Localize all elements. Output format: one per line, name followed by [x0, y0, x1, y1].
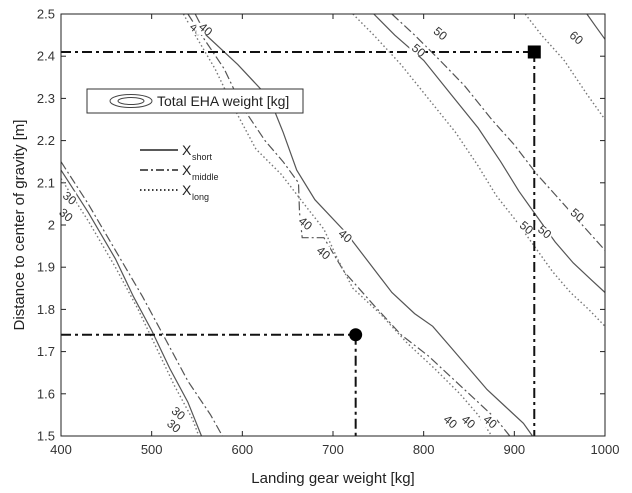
x-axis-label: Landing gear weight [kg] [251, 470, 414, 487]
y-tick-label: 2 [48, 218, 55, 233]
y-tick-label: 2.1 [37, 175, 55, 190]
y-tick-label: 2.4 [37, 49, 55, 64]
y-tick-label: 1.8 [37, 302, 55, 317]
legend-middle-label: X [182, 162, 192, 178]
contour-legend-box [86, 88, 304, 114]
y-tick-label: 2.2 [37, 133, 55, 148]
y-axis-ticks: 1.5 1.6 1.7 1.8 1.9 2 2.1 2.2 2.3 2.4 2.5 [37, 7, 605, 444]
y-tick-label: 1.7 [37, 344, 55, 359]
y-tick-label: 1.6 [37, 386, 55, 401]
contour-line-dotted-60 [524, 13, 606, 120]
reference-marker-square [527, 45, 541, 59]
contour-ellipse-icon [109, 94, 153, 108]
contour-label-background [567, 31, 584, 44]
x-tick-label: 800 [413, 442, 435, 457]
y-tick-label: 2.5 [37, 7, 55, 22]
contour-legend-label: Total EHA weight [kg] [157, 93, 289, 109]
legend-long-label: X [182, 182, 192, 198]
y-tick-label: 2.3 [37, 91, 55, 106]
legend-middle-subscript: middle [192, 172, 219, 182]
contour-label-background [60, 191, 77, 204]
legend-long-subscript: long [192, 192, 209, 202]
legend-short-subscript: short [192, 152, 213, 162]
contour-line-solid-30 [60, 169, 203, 437]
contour-line-solid-50 [373, 13, 606, 293]
x-tick-label: 600 [231, 442, 253, 457]
y-tick-label: 1.9 [37, 260, 55, 275]
x-tick-label: 500 [141, 442, 163, 457]
contour-ellipse-icon [117, 97, 145, 105]
contour-line-solid [586, 13, 606, 40]
reference-markers [61, 45, 541, 436]
x-tick-label: 1000 [591, 442, 620, 457]
y-axis-label: Distance to center of gravity [m] [11, 120, 28, 331]
contour-label-background [314, 246, 331, 259]
contour-legend: Total EHA weight [kg] [86, 88, 304, 114]
contour-label-background [164, 419, 181, 432]
contour-label-background [409, 43, 426, 56]
plot-frame [60, 13, 606, 437]
contour-label-background [535, 225, 552, 238]
x-tick-label: 900 [503, 442, 525, 457]
x-tick-label: 700 [322, 442, 344, 457]
contour-line-dashdot-40 [187, 13, 511, 437]
contour-label-background [567, 208, 584, 221]
contour-label-background [169, 406, 186, 419]
contour-label-background [517, 221, 534, 234]
reference-marker-circle [349, 328, 363, 342]
x-tick-label: 400 [50, 442, 72, 457]
contour-label-background [441, 415, 458, 428]
contour-label-background [295, 217, 312, 229]
contour-label-background [480, 415, 497, 428]
contour-line-dotted-30 [60, 178, 200, 437]
contour-label-background [431, 27, 448, 40]
legend-short-label: X [182, 142, 192, 158]
contour-label-background [459, 415, 476, 428]
contour-label-background [196, 22, 213, 35]
line-style-legend: X short X middle X long [140, 142, 219, 202]
contour-label-background [187, 22, 204, 35]
y-tick-label: 1.5 [37, 429, 55, 444]
contour-label-background [335, 229, 352, 242]
contour-line-dashdot-30 [60, 161, 223, 437]
contour-line-dotted-40 [182, 13, 493, 437]
